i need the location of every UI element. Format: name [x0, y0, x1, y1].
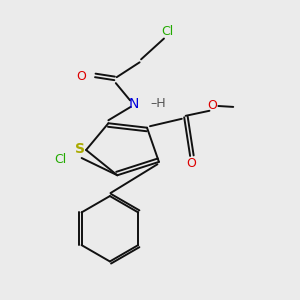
Text: N: N	[128, 97, 139, 111]
Text: S: S	[75, 142, 85, 155]
Text: O: O	[187, 157, 196, 170]
Text: O: O	[76, 70, 86, 83]
Text: Cl: Cl	[55, 153, 67, 166]
Text: –H: –H	[150, 98, 166, 110]
Text: Cl: Cl	[161, 25, 173, 38]
Text: O: O	[208, 99, 218, 112]
